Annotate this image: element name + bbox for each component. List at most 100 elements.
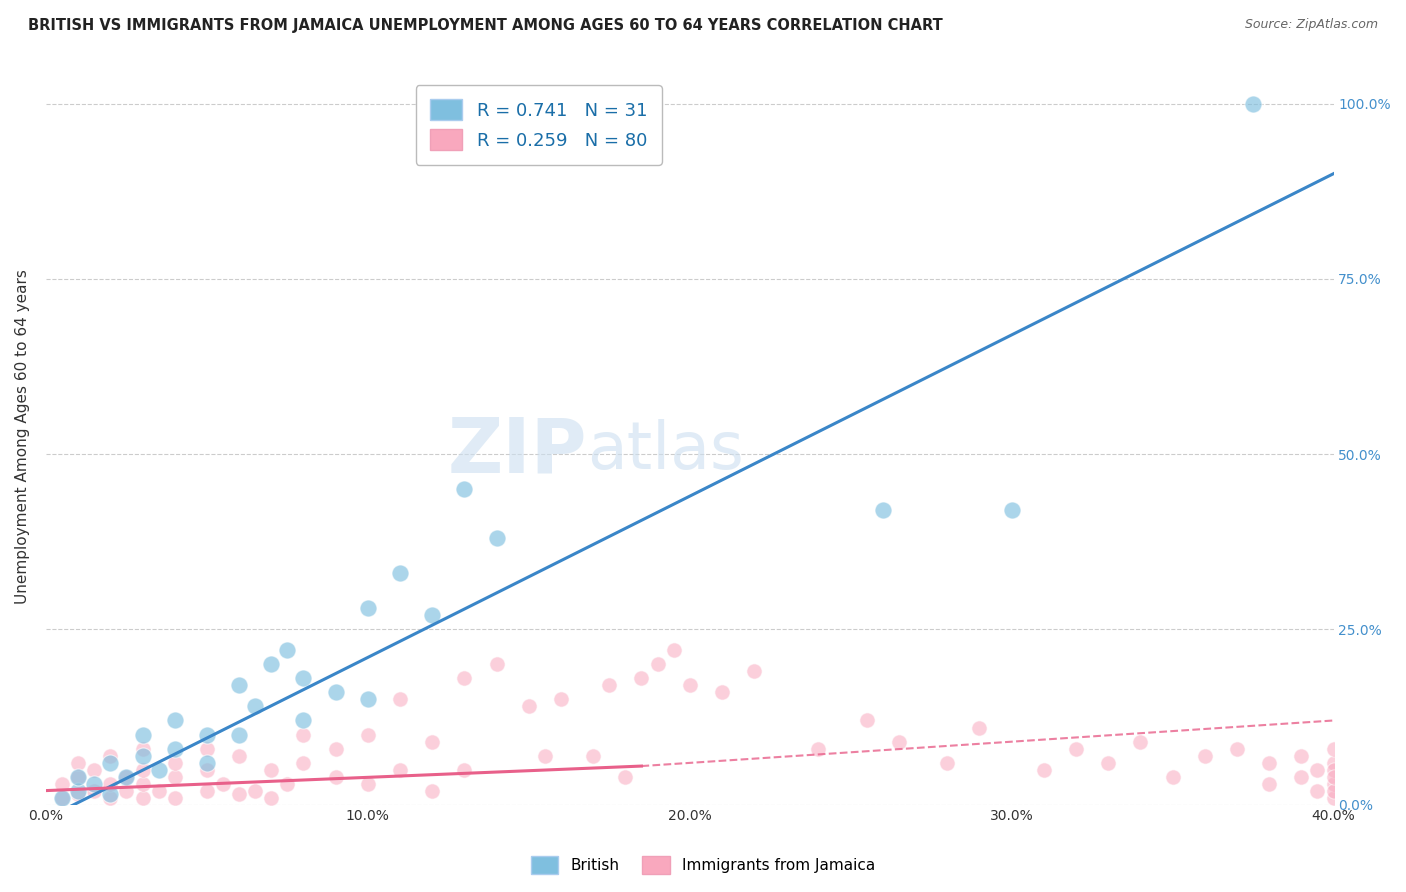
Point xyxy=(453,482,475,496)
Point xyxy=(1291,770,1313,784)
Point xyxy=(485,657,508,672)
Point xyxy=(51,790,73,805)
Point xyxy=(115,770,138,784)
Point xyxy=(51,776,73,790)
Point xyxy=(1306,763,1329,777)
Point xyxy=(292,727,315,741)
Point xyxy=(389,763,412,777)
Point xyxy=(1194,748,1216,763)
Point xyxy=(98,756,121,770)
Point xyxy=(662,643,685,657)
Point xyxy=(534,748,557,763)
Point xyxy=(131,763,153,777)
Point xyxy=(550,692,572,706)
Point xyxy=(357,601,380,615)
Point xyxy=(710,685,733,699)
Point xyxy=(83,763,105,777)
Point xyxy=(98,790,121,805)
Point xyxy=(1064,741,1087,756)
Point xyxy=(276,776,298,790)
Point xyxy=(1322,783,1344,797)
Y-axis label: Unemployment Among Ages 60 to 64 years: Unemployment Among Ages 60 to 64 years xyxy=(15,269,30,604)
Point xyxy=(67,783,90,797)
Point xyxy=(131,727,153,741)
Point xyxy=(1001,503,1024,517)
Point xyxy=(228,727,250,741)
Point xyxy=(614,770,637,784)
Point xyxy=(195,741,218,756)
Point xyxy=(1258,756,1281,770)
Point xyxy=(163,790,186,805)
Point xyxy=(260,657,283,672)
Point xyxy=(51,790,73,805)
Point xyxy=(1322,776,1344,790)
Point xyxy=(357,776,380,790)
Point xyxy=(1161,770,1184,784)
Point xyxy=(195,727,218,741)
Point xyxy=(420,783,443,797)
Text: atlas: atlas xyxy=(586,419,744,483)
Point xyxy=(228,678,250,692)
Point xyxy=(807,741,830,756)
Point xyxy=(212,776,235,790)
Point xyxy=(67,770,90,784)
Point xyxy=(148,763,170,777)
Text: ZIP: ZIP xyxy=(447,414,586,488)
Point xyxy=(389,566,412,581)
Point xyxy=(292,672,315,686)
Point xyxy=(228,748,250,763)
Point xyxy=(1129,734,1152,748)
Point xyxy=(115,783,138,797)
Point xyxy=(292,714,315,728)
Point xyxy=(131,776,153,790)
Point xyxy=(582,748,605,763)
Point xyxy=(260,790,283,805)
Point xyxy=(1322,770,1344,784)
Point xyxy=(357,692,380,706)
Point xyxy=(195,763,218,777)
Legend: British, Immigrants from Jamaica: British, Immigrants from Jamaica xyxy=(524,850,882,880)
Point xyxy=(420,608,443,623)
Point xyxy=(67,756,90,770)
Point xyxy=(1032,763,1054,777)
Point xyxy=(936,756,959,770)
Point xyxy=(1322,756,1344,770)
Point xyxy=(260,763,283,777)
Point xyxy=(131,790,153,805)
Point xyxy=(67,770,90,784)
Point xyxy=(148,783,170,797)
Legend: R = 0.741   N = 31, R = 0.259   N = 80: R = 0.741 N = 31, R = 0.259 N = 80 xyxy=(416,85,662,164)
Point xyxy=(969,721,991,735)
Point xyxy=(872,503,894,517)
Point xyxy=(163,741,186,756)
Point xyxy=(98,776,121,790)
Point xyxy=(647,657,669,672)
Point xyxy=(98,748,121,763)
Point xyxy=(83,783,105,797)
Point xyxy=(163,714,186,728)
Point xyxy=(679,678,702,692)
Point xyxy=(742,665,765,679)
Point xyxy=(325,741,347,756)
Point xyxy=(420,734,443,748)
Point xyxy=(1241,96,1264,111)
Point xyxy=(357,727,380,741)
Point xyxy=(163,770,186,784)
Point xyxy=(67,787,90,801)
Point xyxy=(245,783,267,797)
Point xyxy=(325,685,347,699)
Point xyxy=(325,770,347,784)
Point xyxy=(83,776,105,790)
Point xyxy=(485,531,508,545)
Point xyxy=(1291,748,1313,763)
Point xyxy=(517,699,540,714)
Point xyxy=(598,678,620,692)
Point xyxy=(1322,790,1344,805)
Point xyxy=(195,756,218,770)
Text: Source: ZipAtlas.com: Source: ZipAtlas.com xyxy=(1244,18,1378,31)
Point xyxy=(1322,763,1344,777)
Point xyxy=(195,783,218,797)
Point xyxy=(131,748,153,763)
Text: BRITISH VS IMMIGRANTS FROM JAMAICA UNEMPLOYMENT AMONG AGES 60 TO 64 YEARS CORREL: BRITISH VS IMMIGRANTS FROM JAMAICA UNEMP… xyxy=(28,18,943,33)
Point xyxy=(855,714,877,728)
